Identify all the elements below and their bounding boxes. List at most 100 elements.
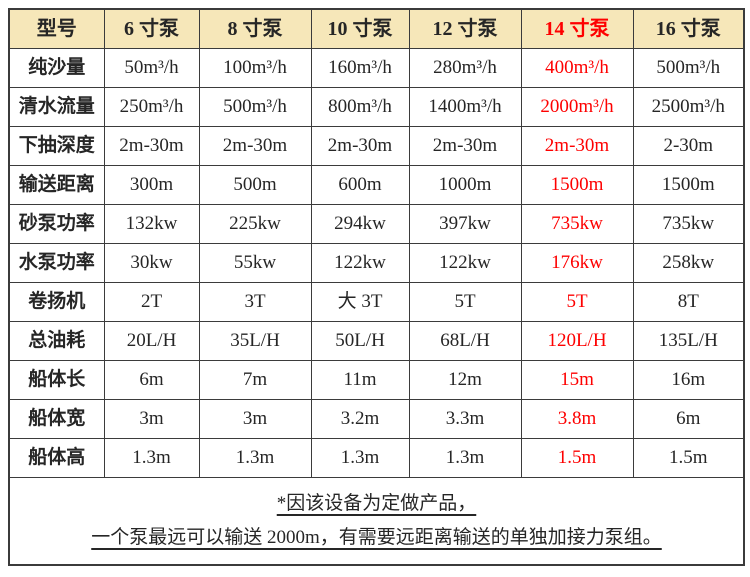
column-header-12inch: 12 寸泵 [408,8,522,49]
column-header-model: 型号 [8,8,105,49]
cell: 3.2m [310,399,410,439]
cell: 20L/H [103,321,200,361]
column-header-6inch: 6 寸泵 [103,8,200,49]
cell: 3T [198,282,312,322]
column-header-10inch: 10 寸泵 [310,8,410,49]
cell: 2m-30m [310,126,410,166]
cell: 400m³/h [520,48,634,88]
cell: 800m³/h [310,87,410,127]
table-row-water-pump-power: 水泵功率 30kw 55kw 122kw 122kw 176kw 258kw [8,243,745,283]
cell: 6m [632,399,745,439]
footer-note-cell: *因该设备为定做产品， 一个泵最远可以输送 2000m，有需要远距离输送的单独加… [8,477,745,566]
cell: 122kw [310,243,410,283]
cell: 8T [632,282,745,322]
cell: 1.5m [520,438,634,478]
cell: 35L/H [198,321,312,361]
cell: 6m [103,360,200,400]
cell: 11m [310,360,410,400]
row-label: 清水流量 [8,87,105,127]
cell: 68L/H [408,321,522,361]
cell: 5T [408,282,522,322]
cell: 600m [310,165,410,205]
table-row-winch: 卷扬机 2T 3T 大 3T 5T 5T 8T [8,282,745,322]
cell: 132kw [103,204,200,244]
cell: 500m³/h [632,48,745,88]
cell: 1000m [408,165,522,205]
cell: 1.3m [198,438,312,478]
cell: 2-30m [632,126,745,166]
cell: 3m [198,399,312,439]
cell: 280m³/h [408,48,522,88]
cell: 2T [103,282,200,322]
cell: 120L/H [520,321,634,361]
cell: 7m [198,360,312,400]
row-label: 下抽深度 [8,126,105,166]
row-label: 船体长 [8,360,105,400]
cell: 2m-30m [198,126,312,166]
cell: 50L/H [310,321,410,361]
column-header-16inch: 16 寸泵 [632,8,745,49]
row-label: 水泵功率 [8,243,105,283]
cell: 2000m³/h [520,87,634,127]
cell: 大 3T [310,282,410,322]
cell: 55kw [198,243,312,283]
row-label: 砂泵功率 [8,204,105,244]
row-label: 船体宽 [8,399,105,439]
cell: 3.3m [408,399,522,439]
row-label: 纯沙量 [8,48,105,88]
footer-note-line2: 一个泵最远可以输送 2000m，有需要远距离输送的单独加接力泵组。 [91,527,662,548]
cell: 15m [520,360,634,400]
cell: 258kw [632,243,745,283]
cell: 1.3m [310,438,410,478]
row-label: 输送距离 [8,165,105,205]
cell: 176kw [520,243,634,283]
table-row-hull-width: 船体宽 3m 3m 3.2m 3.3m 3.8m 6m [8,399,745,439]
cell: 500m³/h [198,87,312,127]
row-label: 总油耗 [8,321,105,361]
cell: 1.3m [408,438,522,478]
cell: 2m-30m [103,126,200,166]
cell: 160m³/h [310,48,410,88]
table-row-suction-depth: 下抽深度 2m-30m 2m-30m 2m-30m 2m-30m 2m-30m … [8,126,745,166]
cell: 397kw [408,204,522,244]
header-row: 型号 6 寸泵 8 寸泵 10 寸泵 12 寸泵 14 寸泵 16 寸泵 [8,8,745,49]
cell: 1.5m [632,438,745,478]
cell: 2m-30m [520,126,634,166]
cell: 500m [198,165,312,205]
column-header-8inch: 8 寸泵 [198,8,312,49]
column-header-14inch: 14 寸泵 [520,8,634,49]
cell: 735kw [520,204,634,244]
cell: 5T [520,282,634,322]
cell: 16m [632,360,745,400]
cell: 1.3m [103,438,200,478]
cell: 100m³/h [198,48,312,88]
cell: 1400m³/h [408,87,522,127]
table-row-hull-height: 船体高 1.3m 1.3m 1.3m 1.3m 1.5m 1.5m [8,438,745,478]
table-row-hull-length: 船体长 6m 7m 11m 12m 15m 16m [8,360,745,400]
cell: 3m [103,399,200,439]
table-row-sand-pump-power: 砂泵功率 132kw 225kw 294kw 397kw 735kw 735kw [8,204,745,244]
row-label: 船体高 [8,438,105,478]
footer-note-line1: *因该设备为定做产品， [276,493,477,515]
table-row-conveying-distance: 输送距离 300m 500m 600m 1000m 1500m 1500m [8,165,745,205]
cell: 50m³/h [103,48,200,88]
row-label: 卷扬机 [8,282,105,322]
cell: 135L/H [632,321,745,361]
cell: 12m [408,360,522,400]
table-row-fuel-consumption: 总油耗 20L/H 35L/H 50L/H 68L/H 120L/H 135L/… [8,321,745,361]
cell: 1500m [520,165,634,205]
cell: 2500m³/h [632,87,745,127]
pump-spec-table: 型号 6 寸泵 8 寸泵 10 寸泵 12 寸泵 14 寸泵 16 寸泵 纯沙量… [8,8,745,566]
cell: 2m-30m [408,126,522,166]
cell: 1500m [632,165,745,205]
cell: 294kw [310,204,410,244]
cell: 250m³/h [103,87,200,127]
table-row-water-flow: 清水流量 250m³/h 500m³/h 800m³/h 1400m³/h 20… [8,87,745,127]
cell: 225kw [198,204,312,244]
cell: 30kw [103,243,200,283]
footer-row: *因该设备为定做产品， 一个泵最远可以输送 2000m，有需要远距离输送的单独加… [8,477,745,566]
cell: 735kw [632,204,745,244]
cell: 122kw [408,243,522,283]
table-row-sand-volume: 纯沙量 50m³/h 100m³/h 160m³/h 280m³/h 400m³… [8,48,745,88]
